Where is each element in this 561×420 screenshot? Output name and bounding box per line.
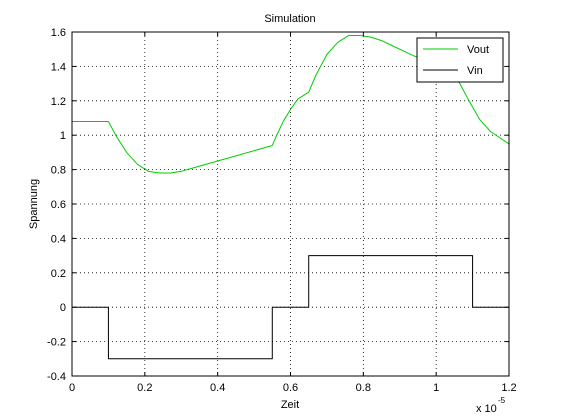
legend-label-vout: Vout: [467, 44, 489, 56]
x-tick-label: 0.2: [137, 382, 152, 394]
x-tick-label: 0.8: [356, 382, 371, 394]
y-tick-label: 0.4: [51, 233, 66, 245]
y-tick-label: -0.2: [47, 337, 66, 349]
y-axis-label: Spannung: [28, 179, 40, 229]
x-multiplier-base: x 10: [476, 403, 497, 415]
legend-box: [416, 37, 504, 83]
y-tick-label: 0.2: [51, 268, 66, 280]
x-tick-label: 0: [69, 382, 75, 394]
y-tick-label: 1: [60, 130, 66, 142]
x-axis-multiplier: x 10 -5: [476, 396, 506, 415]
y-tick-label: 1.6: [51, 27, 66, 39]
grid: [72, 32, 509, 376]
series-line-vin: [72, 255, 509, 360]
x-tick-label: 0.4: [210, 382, 225, 394]
y-tick-label: 1.2: [51, 96, 66, 108]
y-tick-label: 1.4: [51, 61, 66, 73]
y-tick-label: 0.8: [51, 165, 66, 177]
legend: Vout Vin: [416, 37, 504, 83]
y-tick-label: 0: [60, 302, 66, 314]
x-tick-label: 1: [433, 382, 439, 394]
x-tick-label: 0.6: [283, 382, 298, 394]
chart-title: Simulation: [264, 13, 315, 25]
ticks: 0 0.2 0.4 0.6 0.8 1 1.2 -0.4 -0.2 0 0.2 0.4 0.6 0.8 1 1…: [47, 27, 517, 394]
legend-label-vin: Vin: [467, 65, 483, 77]
x-multiplier-exponent: -5: [498, 396, 506, 405]
x-axis-label: Zeit: [281, 399, 299, 411]
y-tick-label: 0.6: [51, 199, 66, 211]
x-tick-label: 1.2: [501, 382, 516, 394]
y-tick-label: -0.4: [47, 371, 66, 383]
